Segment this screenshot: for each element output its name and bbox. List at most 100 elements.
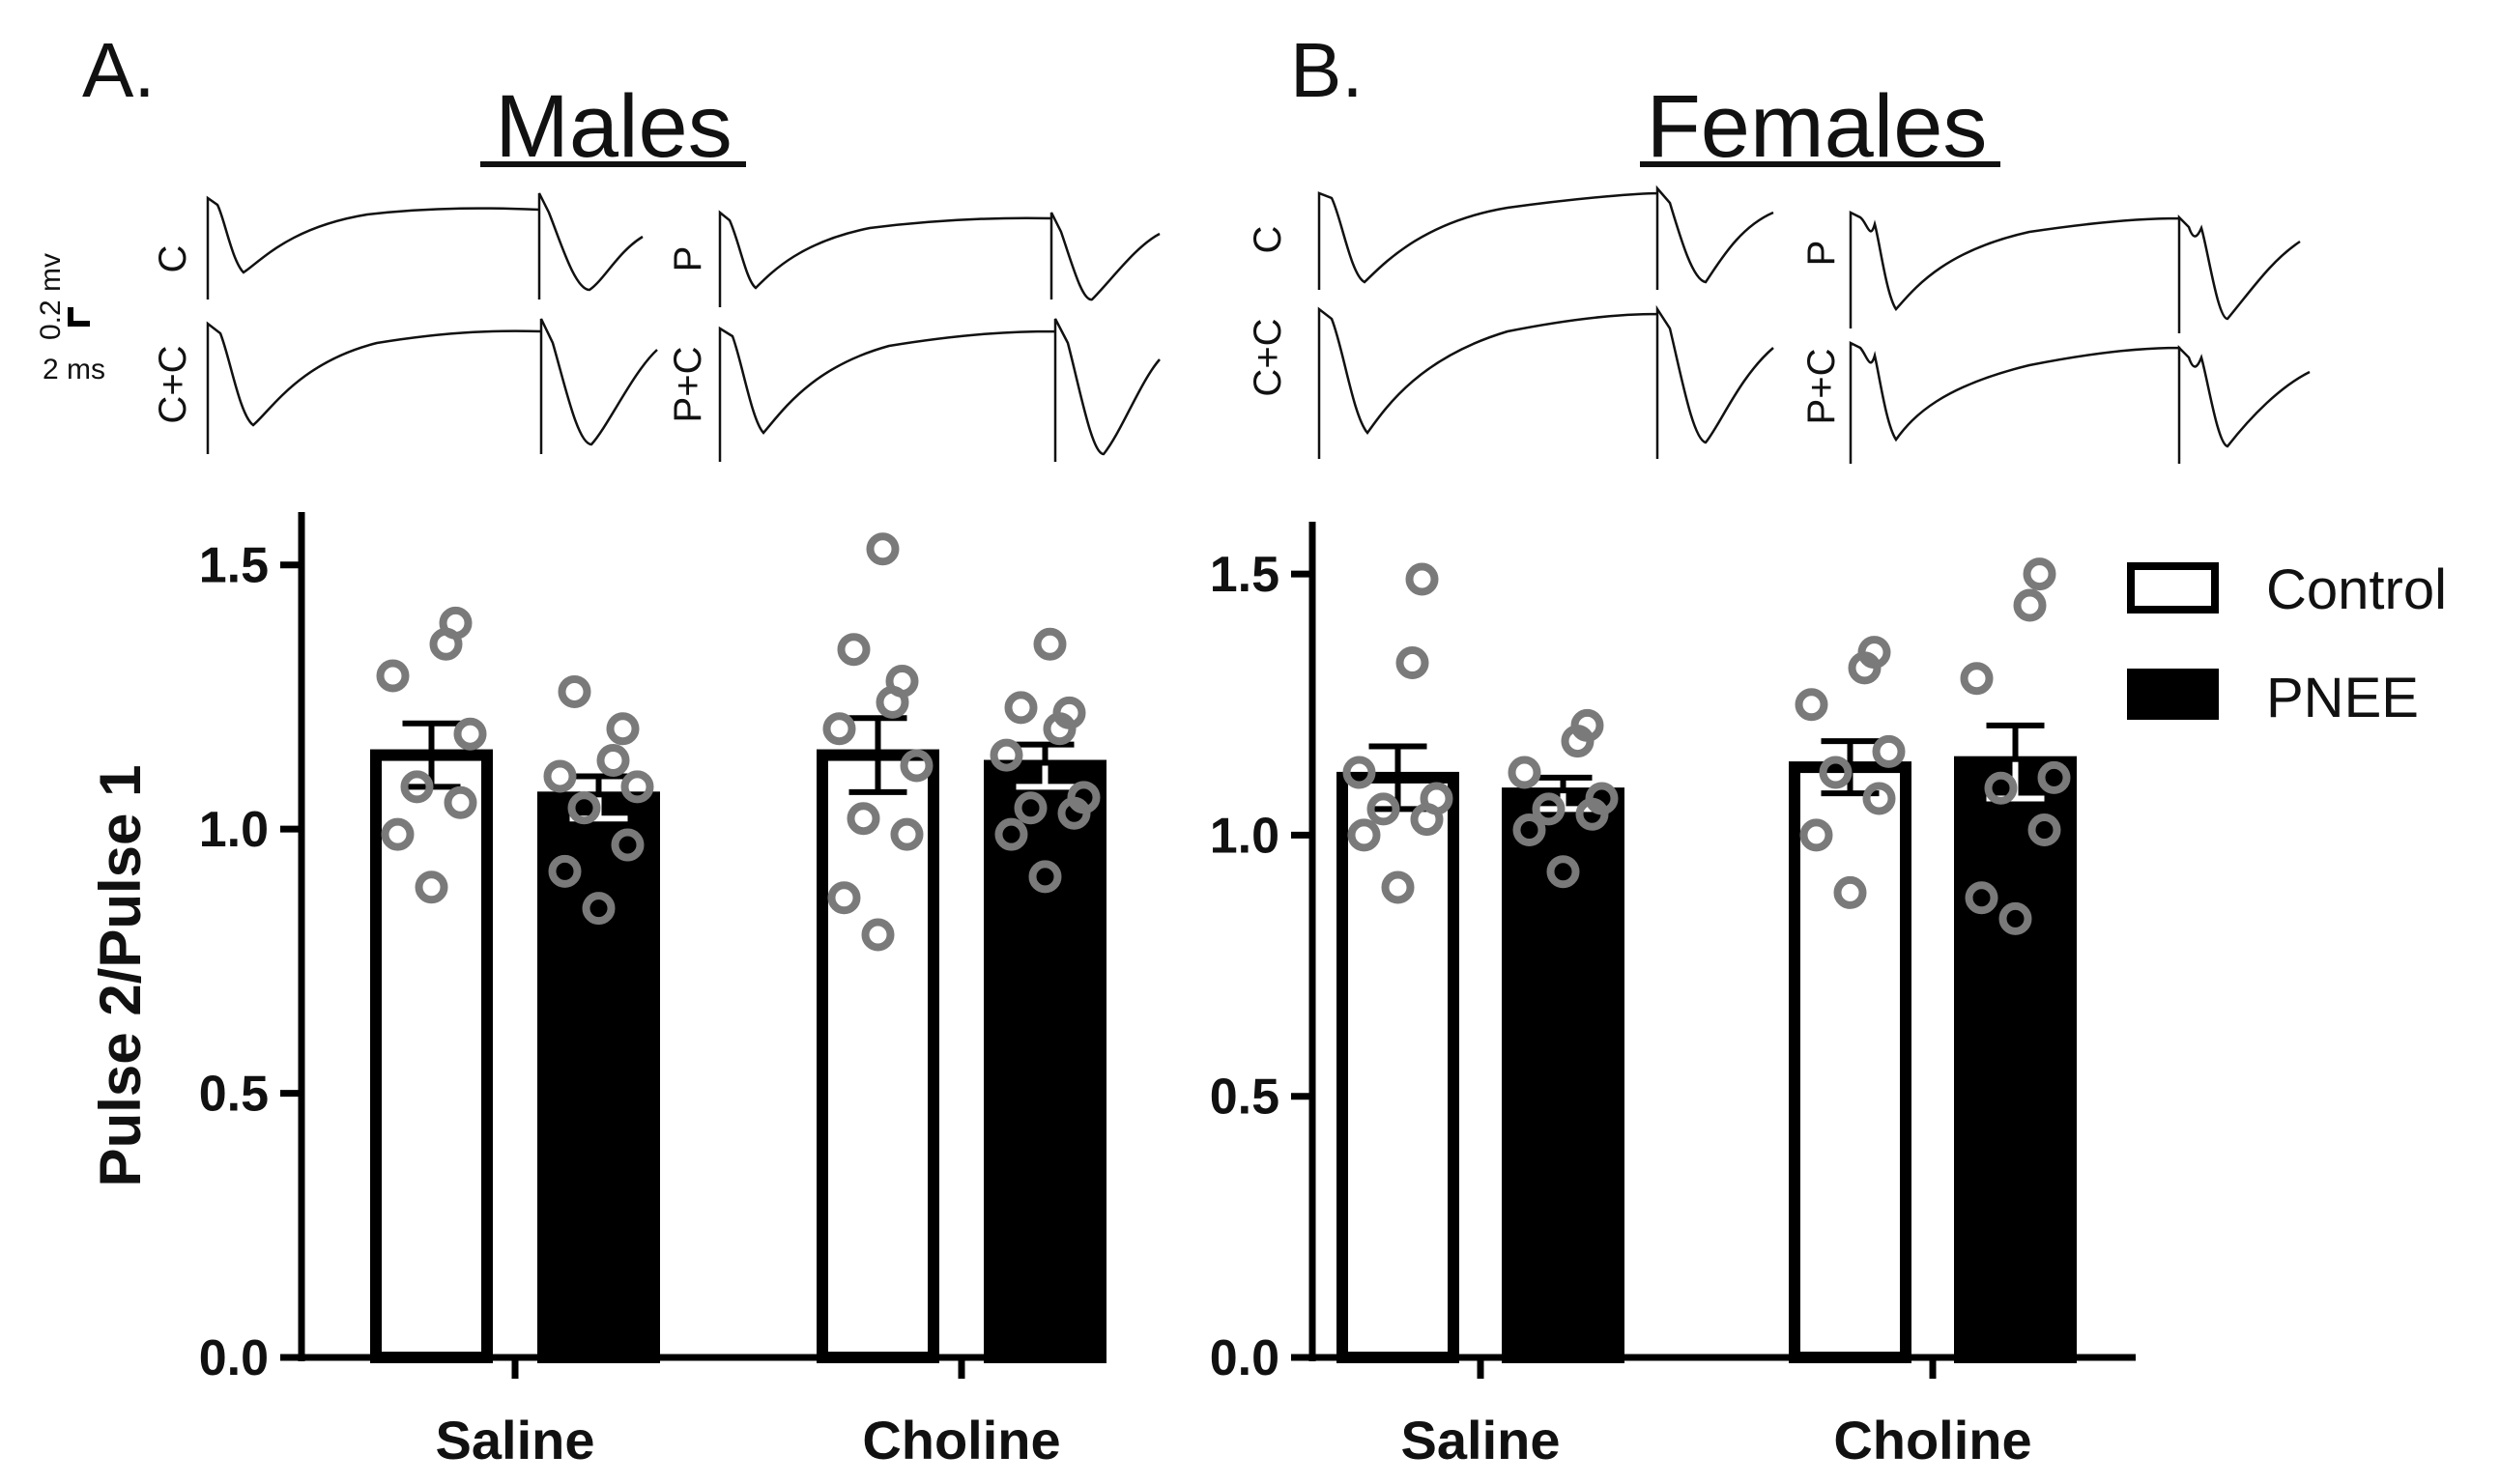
x-tick-label-1-0: Saline: [1401, 1410, 1561, 1470]
point-1-0-0-0: [1381, 870, 1415, 904]
trace-female-pc: [1849, 340, 2311, 464]
y-tick-label-1-1: 0.5: [1210, 1070, 1279, 1126]
point-1-1-1-1: [1965, 881, 1998, 915]
point-0-1-1-5: [990, 738, 1023, 772]
point-0-1-1-8: [1004, 691, 1038, 725]
y-tick-label-1-0: 0.0: [1210, 1330, 1279, 1386]
point-1-0-1-4: [1872, 734, 1906, 768]
y-tick-label-0-2: 1.0: [199, 802, 269, 858]
male-trace-labels: C P C+C P+C: [152, 245, 709, 424]
point-0-0-1-9: [866, 532, 900, 566]
panel-a-label: A.: [82, 27, 156, 113]
scale-bar-lines: [68, 307, 90, 327]
panel-b-label: B.: [1290, 27, 1364, 113]
point-0-0-1-0: [861, 918, 895, 952]
point-1-0-1-7: [1857, 636, 1891, 670]
point-1-0-1-0: [1833, 875, 1867, 909]
point-0-0-1-3: [847, 802, 880, 836]
bar-1-pnee-1: [1954, 756, 2077, 1363]
point-1-1-1-0: [1998, 901, 2032, 935]
y-tick-label-1-3: 1.5: [1210, 547, 1279, 603]
y-tick-label-0-1: 0.5: [199, 1067, 269, 1123]
trace-label-male-c: C: [152, 245, 194, 273]
x-tick-label-1-1: Choline: [1833, 1410, 2031, 1470]
point-1-0-1-2: [1862, 782, 1896, 815]
point-0-1-1-3: [1014, 791, 1048, 825]
legend-label-pnee: PNEE: [2266, 667, 2419, 729]
bar-0-control-0: [370, 749, 493, 1363]
point-0-1-1-7: [1052, 696, 1086, 729]
point-0-1-1-1: [994, 817, 1028, 851]
female-trace-labels: C P C+C P+C: [1247, 226, 1843, 425]
male-traces: [206, 192, 1161, 462]
point-1-1-0-3: [1532, 792, 1566, 826]
y-axis-title: Pulse 2/Pulse 1: [88, 765, 153, 1187]
point-0-0-1-1: [827, 881, 861, 915]
trace-label-male-cc: C+C: [152, 345, 194, 423]
trace-label-female-cc: C+C: [1247, 318, 1289, 396]
trace-label-male-p: P: [667, 246, 709, 272]
point-0-1-0-6: [596, 744, 630, 778]
point-0-0-0-5: [376, 659, 410, 693]
point-1-0-0-4: [1420, 782, 1453, 815]
bar-0-control-1: [817, 749, 939, 1363]
point-0-0-1-8: [837, 633, 871, 667]
point-1-1-0-5: [1508, 756, 1541, 789]
point-1-1-1-6: [2013, 588, 2047, 622]
trace-female-p: [1849, 210, 2301, 333]
point-1-1-0-0: [1546, 855, 1580, 889]
point-0-1-1-9: [1033, 627, 1067, 661]
y-tick-label-0-0: 0.0: [199, 1330, 269, 1386]
trace-label-female-c: C: [1247, 226, 1289, 254]
point-1-0-1-5: [1795, 688, 1828, 722]
point-0-1-0-2: [611, 828, 645, 862]
point-0-0-1-4: [900, 749, 934, 783]
point-1-0-1-3: [1819, 756, 1853, 789]
point-1-0-0-3: [1366, 792, 1400, 826]
point-1-1-0-4: [1585, 782, 1619, 815]
point-1-0-0-5: [1342, 756, 1376, 789]
point-0-1-0-1: [548, 854, 582, 888]
y-tick-label-1-2: 1.0: [1210, 808, 1279, 864]
trace-label-female-pc: P+C: [1800, 349, 1843, 425]
point-1-0-0-6: [1395, 645, 1429, 679]
point-0-0-1-5: [822, 712, 856, 746]
point-0-1-0-8: [558, 674, 591, 708]
point-1-1-0-1: [1512, 813, 1546, 846]
point-0-0-0-7: [439, 606, 473, 640]
males-title: Males: [495, 77, 732, 176]
scale-time-label: 2 ms: [43, 354, 105, 385]
point-1-1-1-3: [1984, 771, 2018, 805]
point-0-0-1-2: [890, 817, 924, 851]
point-0-1-1-0: [1028, 860, 1062, 894]
bar-1-control-0: [1336, 771, 1459, 1363]
point-1-1-1-4: [2037, 760, 2071, 794]
legend: Control PNEE: [2127, 558, 2447, 729]
point-1-1-1-7: [2023, 557, 2056, 591]
x-tick-label-0-0: Saline: [436, 1410, 595, 1470]
legend-label-control: Control: [2266, 558, 2447, 621]
chart-0: 0.0 0.5 1.0 1.5 Saline Choline: [199, 512, 1106, 1470]
legend-swatch-pnee: [2127, 669, 2219, 720]
point-1-0-1-1: [1799, 818, 1833, 852]
trace-label-female-p: P: [1800, 241, 1843, 267]
point-0-1-1-4: [1067, 781, 1101, 814]
trace-male-p: [718, 210, 1161, 307]
bar-0-pnee-1: [984, 759, 1106, 1363]
point-0-0-0-4: [453, 717, 487, 751]
point-0-1-0-7: [606, 712, 640, 746]
trace-male-cc: [206, 318, 658, 454]
point-0-0-0-0: [415, 870, 448, 904]
point-0-0-0-2: [444, 785, 477, 819]
point-1-0-0-1: [1347, 818, 1381, 852]
bar-1-control-1: [1789, 761, 1911, 1363]
chart-layer: 0.0 0.5 1.0 1.5 Saline Choline 0.0 0.5 1.0 1.5 Sal…: [199, 512, 2136, 1470]
trace-male-pc: [718, 318, 1161, 462]
point-0-1-0-3: [567, 791, 601, 825]
legend-swatch-control: [2127, 562, 2219, 614]
point-1-1-1-5: [1960, 662, 1994, 696]
point-1-0-0-7: [1405, 562, 1439, 596]
point-0-1-0-4: [620, 770, 654, 804]
trace-male-c: [206, 192, 644, 300]
